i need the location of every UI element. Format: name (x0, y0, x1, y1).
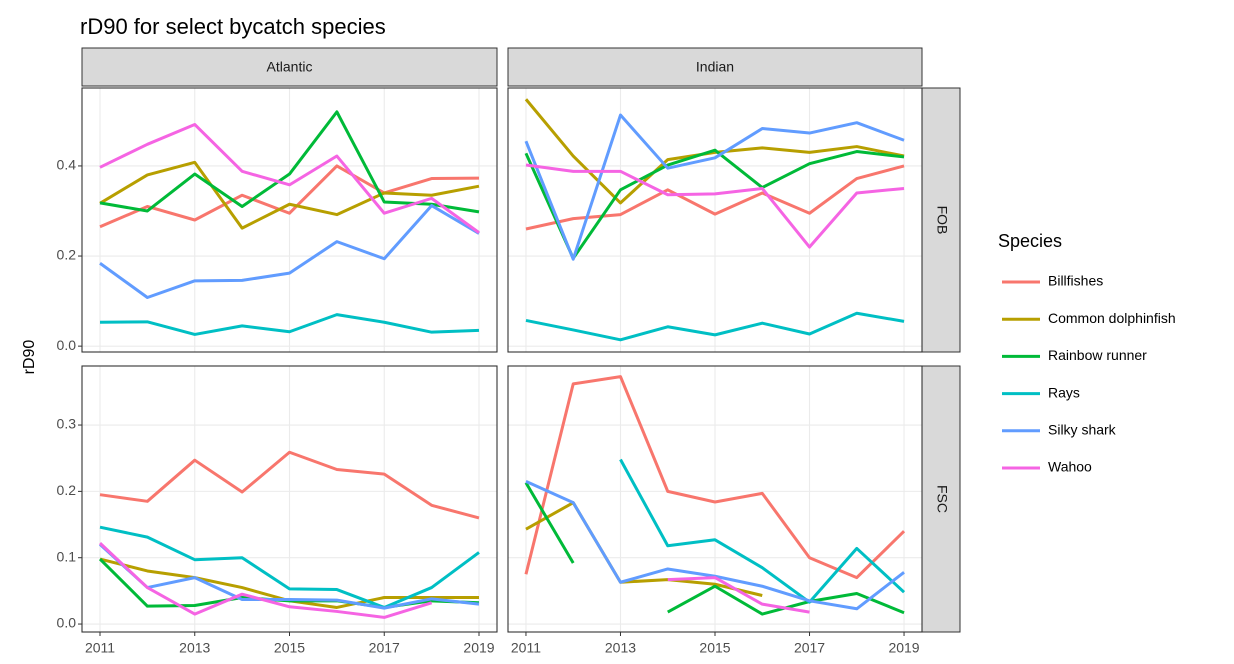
series-line (98, 543, 480, 610)
series-line (98, 542, 433, 619)
y-tick-label: 0.0 (57, 337, 77, 353)
legend-label: Billfishes (1048, 273, 1103, 289)
series-line (525, 163, 905, 249)
facet-strip (81, 47, 498, 87)
series-line (99, 160, 480, 230)
panel-border (81, 87, 498, 353)
x-tick-label: 2019 (463, 640, 494, 656)
legend-label: Rainbow runner (1048, 347, 1147, 363)
legend-label: Common dolphinfish (1048, 310, 1176, 326)
chart-title: rD90 for select bycatch species (80, 14, 386, 39)
x-tick-label: 2011 (511, 640, 541, 656)
y-tick-label: 0.0 (57, 615, 77, 631)
series-line (524, 148, 905, 260)
panel-border (507, 87, 923, 353)
facet-column-label: Indian (696, 59, 734, 75)
facet-column-label: Atlantic (267, 59, 313, 75)
y-tick-label: 0.2 (57, 482, 77, 498)
series-line (99, 122, 480, 234)
x-tick-label: 2017 (794, 640, 825, 656)
x-tick-label: 2011 (85, 640, 115, 656)
legend-label: Rays (1048, 384, 1080, 400)
series-line (619, 458, 906, 604)
series-line (525, 311, 905, 342)
facet-strip (921, 87, 961, 353)
x-tick-label: 2013 (605, 640, 636, 656)
facet-row-label: FSC (934, 485, 950, 513)
y-tick-label: 0.3 (57, 416, 77, 432)
facet-row-label: FOB (934, 206, 950, 235)
series-line (99, 313, 480, 336)
series-line (99, 450, 480, 520)
facet-strip (921, 365, 961, 633)
facet-strip (507, 47, 923, 87)
x-tick-label: 2019 (888, 640, 919, 656)
y-axis-label: rD90 (21, 340, 38, 375)
series-line (99, 204, 480, 299)
y-tick-label: 0.4 (57, 157, 77, 173)
legend-title: Species (998, 231, 1062, 251)
x-tick-label: 2015 (274, 640, 305, 656)
legend-label: Wahoo (1048, 459, 1092, 475)
x-tick-label: 2017 (369, 640, 400, 656)
series-line (525, 164, 905, 231)
series-line (524, 113, 905, 261)
x-tick-label: 2013 (179, 640, 210, 656)
series-line (667, 576, 810, 614)
x-tick-label: 2015 (699, 640, 730, 656)
series-line (525, 501, 763, 597)
series-line (524, 375, 906, 580)
legend-label: Silky shark (1048, 422, 1117, 438)
y-tick-label: 0.2 (57, 247, 77, 263)
series-line (99, 525, 480, 609)
y-tick-label: 0.1 (57, 548, 77, 564)
series-line (99, 164, 480, 229)
